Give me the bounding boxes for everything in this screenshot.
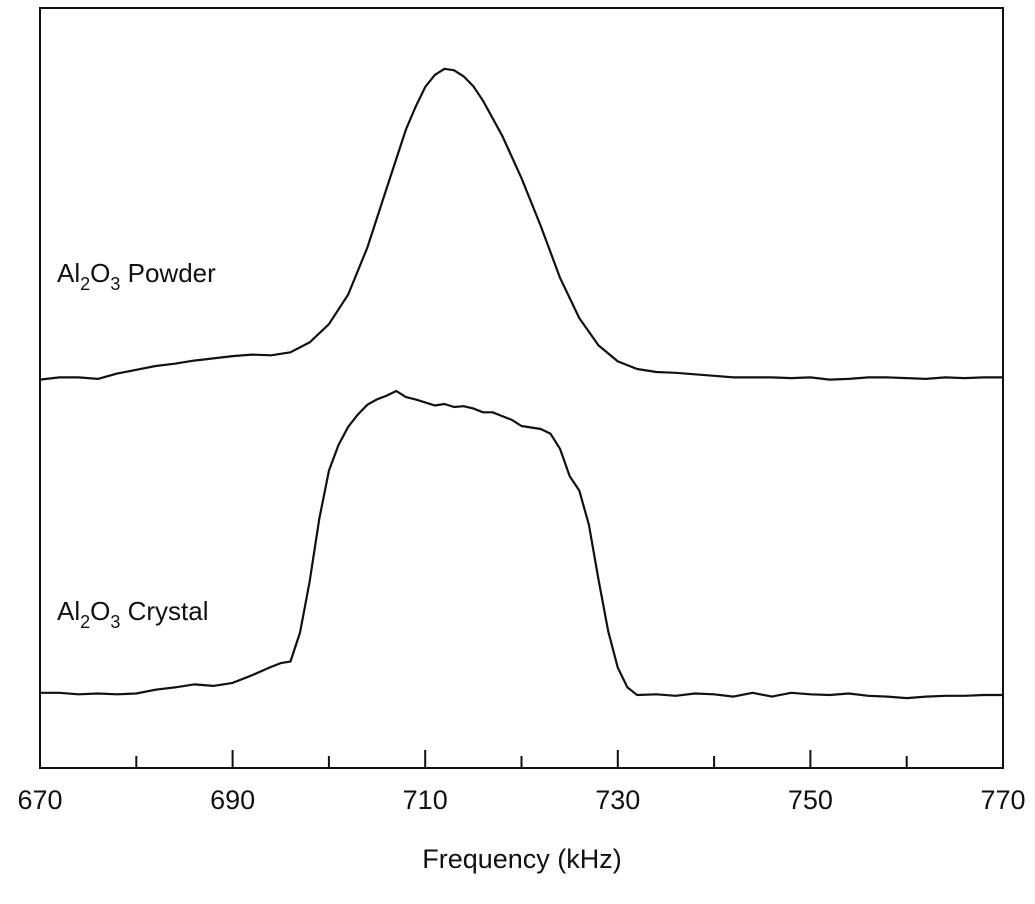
- plot-frame: [39, 7, 1004, 769]
- series-labels: Al2O3 Powder Al2O3 Crystal: [57, 258, 216, 632]
- x-tick-labels: 670 690 710 730 750 770: [17, 785, 1025, 815]
- series-label-0: Al2O3 Powder: [57, 258, 216, 294]
- x-tick-label: 690: [210, 785, 255, 815]
- series-label-1: Al2O3 Crystal: [57, 596, 209, 632]
- axes: [39, 7, 1004, 769]
- x-tick-label: 730: [595, 785, 640, 815]
- series-line-1: [40, 389, 1003, 700]
- x-tick-label: 770: [980, 785, 1025, 815]
- x-tick-label: 670: [17, 785, 62, 815]
- x-tick-label: 710: [403, 785, 448, 815]
- x-tick-label: 750: [788, 785, 833, 815]
- x-axis-label: Frequency (kHz): [422, 844, 622, 874]
- series-line-0: [39, 67, 1003, 381]
- series-layer: [39, 67, 1003, 700]
